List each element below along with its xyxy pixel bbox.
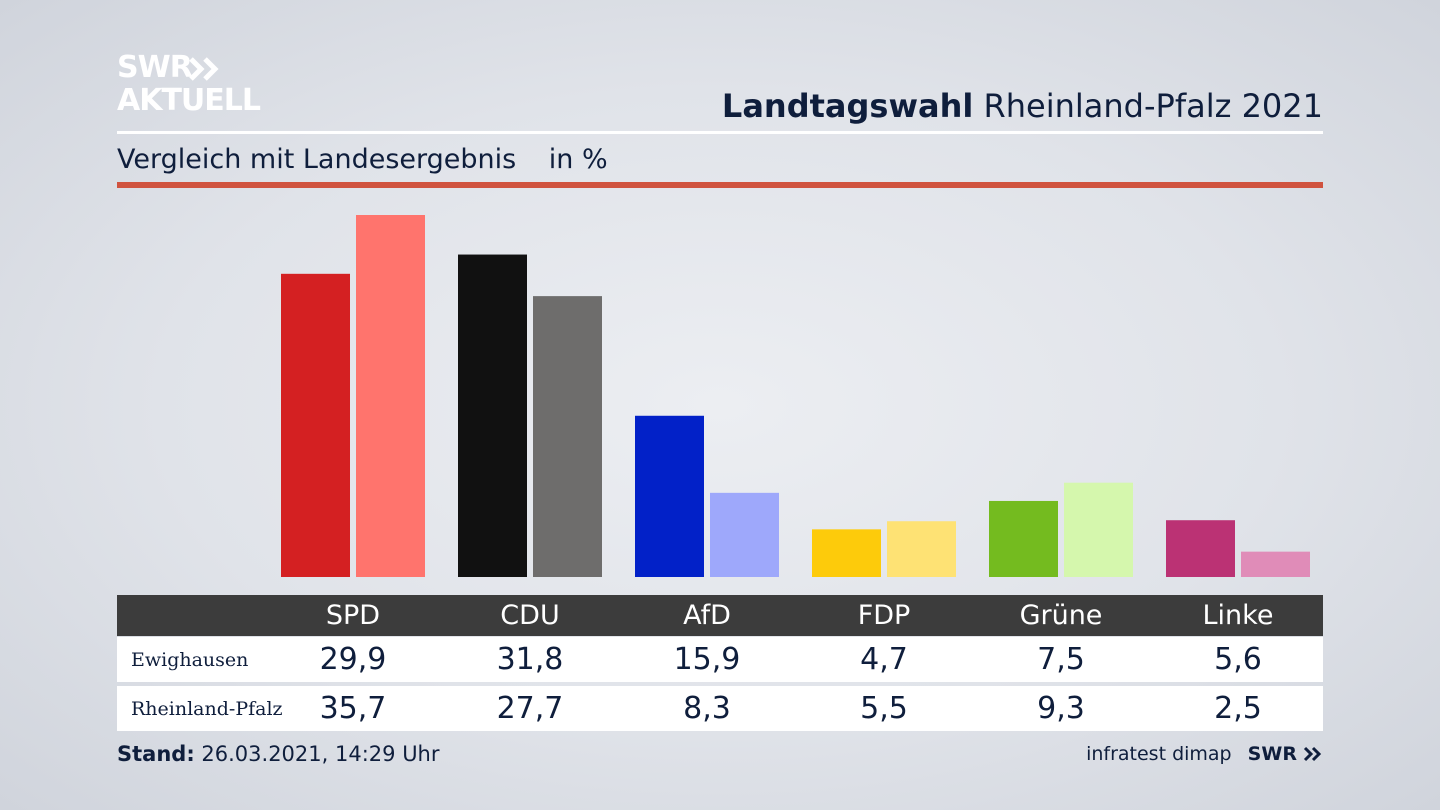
- bar-grüne-local: [989, 500, 1058, 577]
- logo-line-swr: SWR: [117, 50, 193, 85]
- table-cell: 4,7: [860, 642, 908, 677]
- column-header: CDU: [500, 600, 560, 631]
- chevron-double-icon: [1303, 746, 1322, 762]
- column-header: AfD: [683, 600, 731, 631]
- table-cell: 9,3: [1037, 691, 1085, 726]
- stand-label: Stand:: [117, 742, 195, 766]
- timestamp: Stand: 26.03.2021, 14:29 Uhr: [117, 740, 440, 768]
- bar-fdp-state: [887, 521, 956, 577]
- table-row: Rheinland-Pfalz 35,7 27,7 8,3 5,5 9,3 2,5: [117, 686, 1323, 731]
- table-header-row: SPD CDU AfD FDP Grüne Linke: [117, 595, 1323, 636]
- source-text: infratest dimap: [1086, 743, 1232, 765]
- subtitle-text: Vergleich mit Landesergebnis: [117, 144, 517, 175]
- stand-value: 26.03.2021, 14:29 Uhr: [201, 742, 440, 766]
- bar-cdu-local: [458, 254, 527, 578]
- title-bold: Landtagswahl: [721, 87, 974, 125]
- page-title: Landtagswahl Rheinland-Pfalz 2021: [722, 86, 1323, 126]
- table-row: Ewighausen 29,9 31,8 15,9 4,7 7,5 5,6: [117, 637, 1323, 682]
- column-header: Grüne: [1019, 600, 1103, 631]
- bar-linke-local: [1166, 520, 1235, 577]
- swr-aktuell-logo: SWR AKTUELL: [117, 53, 277, 119]
- bar-spd-local: [281, 273, 350, 577]
- logo-line-aktuell: AKTUELL: [117, 83, 261, 118]
- bar-grüne-state: [1064, 482, 1133, 577]
- table-cell: 5,6: [1214, 642, 1262, 677]
- table-cell: 31,8: [496, 642, 564, 677]
- table-cell: 7,5: [1037, 642, 1085, 677]
- table-cell: 2,5: [1214, 691, 1262, 726]
- table-cell: 29,9: [319, 642, 387, 677]
- subtitle-unit: in %: [548, 144, 608, 175]
- bar-afd-state: [710, 492, 779, 577]
- bar-chart: [281, 215, 1310, 578]
- column-header: FDP: [857, 600, 911, 631]
- column-header: Linke: [1202, 600, 1274, 631]
- chevron-double-icon: [189, 57, 219, 81]
- table-cell: 35,7: [319, 691, 387, 726]
- accent-divider: [117, 182, 1323, 188]
- bar-linke-state: [1241, 551, 1310, 577]
- bar-afd-local: [635, 415, 704, 577]
- chart-subtitle: Vergleich mit Landesergebnis in %: [117, 142, 608, 178]
- row-label: Ewighausen: [131, 649, 249, 671]
- table-cell: 27,7: [496, 691, 564, 726]
- bar-spd-state: [356, 215, 425, 577]
- brand-text: SWR: [1247, 743, 1297, 765]
- table-cell: 5,5: [860, 691, 908, 726]
- title-rest: Rheinland-Pfalz 2021: [983, 87, 1323, 125]
- table-cell: 15,9: [673, 642, 741, 677]
- column-header: SPD: [325, 600, 381, 631]
- header-divider: [117, 131, 1323, 134]
- row-label: Rheinland-Pfalz: [131, 698, 283, 720]
- bar-cdu-state: [533, 296, 602, 577]
- bar-fdp-local: [812, 529, 881, 577]
- source-credit: infratest dimap SWR: [1086, 740, 1323, 768]
- table-cell: 8,3: [683, 691, 731, 726]
